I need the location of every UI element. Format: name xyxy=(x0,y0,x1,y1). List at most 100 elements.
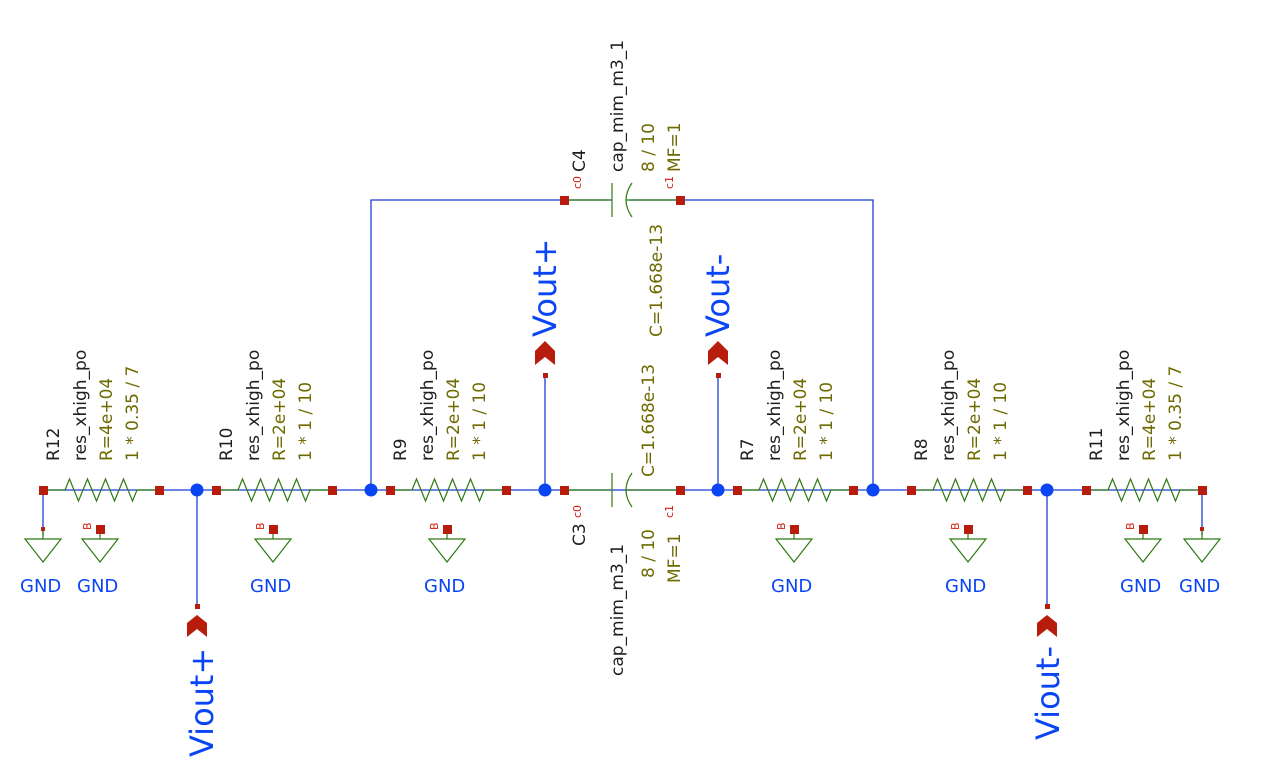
resistor-pin-b xyxy=(1198,486,1207,495)
port-viout-minus[interactable]: Viout- xyxy=(1029,604,1067,740)
ground-icon xyxy=(253,538,293,563)
resistor-model: res_xhigh_po xyxy=(1114,350,1134,461)
c4-mf: MF=1 xyxy=(665,122,685,172)
resistor-dims: 1 * 1 / 10 xyxy=(296,382,316,461)
port-viout-plus[interactable]: Viout+ xyxy=(183,604,221,757)
bulk-pin-label: B xyxy=(254,522,267,530)
resistor-model: res_xhigh_po xyxy=(71,350,91,461)
ground-label: GND xyxy=(250,576,291,597)
bulk-pin xyxy=(964,525,973,534)
resistor-r9[interactable]: B GND R9 res_xhigh_po R=2e+04 1 * 1 / 10 xyxy=(386,350,511,597)
resistor-pin-b xyxy=(328,486,337,495)
c3-ref: C3 xyxy=(570,523,590,546)
resistor-dims: 1 * 1 / 10 xyxy=(817,382,837,461)
resistor-dims: 1 * 1 / 10 xyxy=(991,382,1011,461)
ground-label: GND xyxy=(1120,576,1161,597)
resistor-value: R=2e+04 xyxy=(444,378,464,461)
ground-label: GND xyxy=(424,576,465,597)
ground-icon xyxy=(80,538,120,563)
ground-icon xyxy=(1123,538,1163,563)
resistor-r12[interactable]: B GND R12 res_xhigh_po R=4e+04 1 * 0.35 / 7 xyxy=(39,350,164,597)
c4-model: cap_mim_m3_1 xyxy=(608,40,628,172)
bulk-pin xyxy=(1139,525,1148,534)
resistor-model: res_xhigh_po xyxy=(244,350,264,461)
resistor-value: R=2e+04 xyxy=(791,378,811,461)
resistor-pin-b xyxy=(155,486,164,495)
c4-pin1-label: c1 xyxy=(663,176,676,189)
c3-mf: MF=1 xyxy=(665,533,685,583)
resistor-r11[interactable]: B GND R11 res_xhigh_po R=4e+04 1 * 0.35 / 7 xyxy=(1082,350,1207,597)
bulk-pin xyxy=(96,525,105,534)
resistor-ref: R7 xyxy=(738,438,758,461)
resistor-pin-b xyxy=(502,486,511,495)
resistor-value: R=4e+04 xyxy=(97,378,117,461)
port-label: Viout+ xyxy=(183,648,221,757)
bulk-pin-label: B xyxy=(1124,522,1137,530)
ground-icon xyxy=(774,538,814,563)
junction-dot xyxy=(538,483,552,497)
ground-label: GND xyxy=(1179,576,1220,597)
capacitor-c3[interactable]: c0 c1 C3 cap_mim_m3_1 8 / 10 MF=1 C=1.66… xyxy=(560,364,685,676)
ground-label: GND xyxy=(77,576,118,597)
c3-pin1-label: c1 xyxy=(663,505,676,518)
resistor-pin-a xyxy=(212,486,221,495)
resistor-ref: R12 xyxy=(44,428,64,461)
port-label: Vout+ xyxy=(526,238,564,337)
resistor-pin-a xyxy=(733,486,742,495)
capacitor-c4[interactable]: c0 c1 C4 cap_mim_m3_1 8 / 10 MF=1 C=1.66… xyxy=(560,40,685,337)
ground-label: GND xyxy=(945,576,986,597)
resistor-r8[interactable]: B GND R8 res_xhigh_po R=2e+04 1 * 1 / 10 xyxy=(907,350,1032,597)
bulk-pin-label: B xyxy=(949,522,962,530)
resistor-r10[interactable]: B GND R10 res_xhigh_po R=2e+04 1 * 1 / 10 xyxy=(212,350,337,597)
bulk-pin-label: B xyxy=(775,522,788,530)
port-vout-plus[interactable]: Vout+ xyxy=(526,238,564,378)
c3-value: C=1.668e-13 xyxy=(639,364,659,477)
resistor-model: res_xhigh_po xyxy=(765,350,785,461)
junctions xyxy=(190,483,1054,497)
resistor-group: B GND R12 res_xhigh_po R=4e+04 1 * 0.35 / 7 B G… xyxy=(39,350,1207,597)
bulk-pin xyxy=(443,525,452,534)
bulk-pin xyxy=(269,525,278,534)
c4-ref: C4 xyxy=(570,149,590,172)
port-label: Vout- xyxy=(699,254,737,337)
ground-icon xyxy=(948,538,988,563)
resistor-pin-a xyxy=(39,486,48,495)
resistor-r7[interactable]: B GND R7 res_xhigh_po R=2e+04 1 * 1 / 10 xyxy=(733,350,858,597)
resistor-value: R=2e+04 xyxy=(965,378,985,461)
junction-dot xyxy=(711,483,725,497)
bulk-pin xyxy=(790,525,799,534)
resistor-pin-b xyxy=(1023,486,1032,495)
resistor-ref: R10 xyxy=(217,428,237,461)
resistor-value: R=2e+04 xyxy=(270,378,290,461)
resistor-ref: R9 xyxy=(391,438,411,461)
resistor-model: res_xhigh_po xyxy=(418,350,438,461)
resistor-pin-a xyxy=(1082,486,1091,495)
port-vout-minus[interactable]: Vout- xyxy=(699,254,737,378)
resistor-dims: 1 * 0.35 / 7 xyxy=(123,366,143,461)
ground-label: GND xyxy=(771,576,812,597)
ground-label: GND xyxy=(20,576,61,597)
port-label: Viout- xyxy=(1029,646,1067,740)
junction-dot xyxy=(364,483,378,497)
resistor-dims: 1 * 1 / 10 xyxy=(470,382,490,461)
resistor-value: R=4e+04 xyxy=(1140,378,1160,461)
ground-left-end: GND xyxy=(20,527,63,597)
resistor-ref: R8 xyxy=(912,438,932,461)
c4-value: C=1.668e-13 xyxy=(647,224,667,337)
resistor-dims: 1 * 0.35 / 7 xyxy=(1166,366,1186,461)
ground-icon xyxy=(427,538,467,563)
c3-dims: 8 / 10 xyxy=(639,529,659,578)
bulk-pin-label: B xyxy=(81,522,94,530)
ground-right-end: GND xyxy=(1179,527,1222,597)
resistor-model: res_xhigh_po xyxy=(939,350,959,461)
resistor-pin-a xyxy=(386,486,395,495)
resistor-pin-b xyxy=(849,486,858,495)
resistor-ref: R11 xyxy=(1087,428,1107,461)
bulk-pin-label: B xyxy=(428,522,441,530)
c3-pin0-label: c0 xyxy=(571,505,584,518)
resistor-pin-a xyxy=(907,486,916,495)
junction-dot xyxy=(866,483,880,497)
c3-model: cap_mim_m3_1 xyxy=(608,544,628,676)
c4-dims: 8 / 10 xyxy=(639,123,659,172)
